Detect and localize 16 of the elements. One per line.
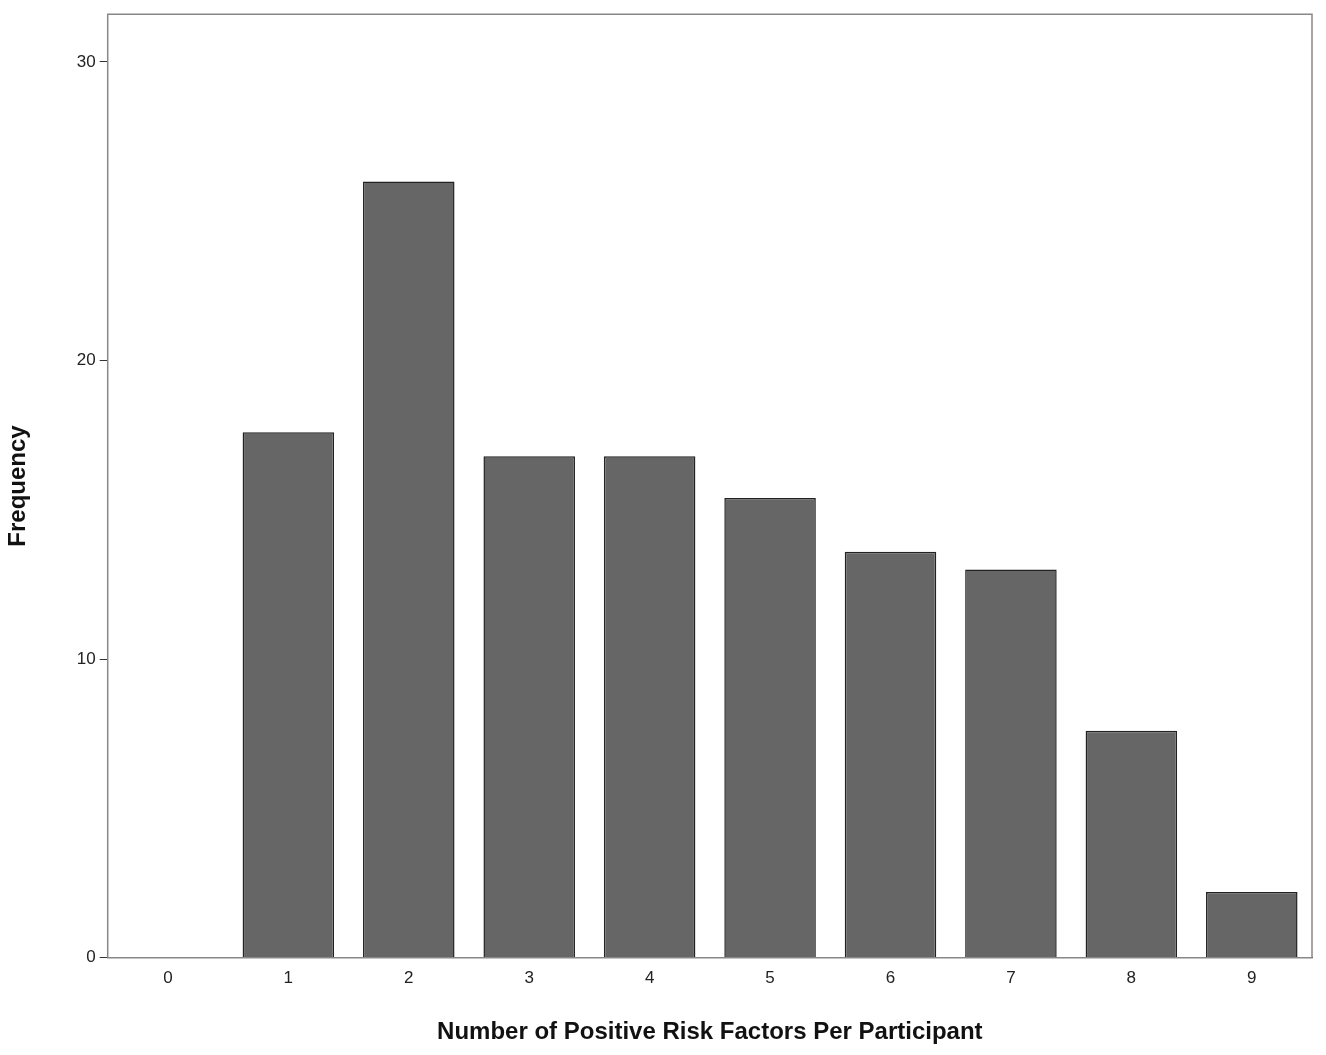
x-tick-label: 6 bbox=[885, 967, 896, 987]
x-tick-label: 9 bbox=[1247, 967, 1257, 987]
y-axis-title: Frequency bbox=[3, 424, 31, 547]
x-tick-label: 8 bbox=[1126, 967, 1137, 987]
x-tick-label: 5 bbox=[765, 967, 775, 987]
x-tick-label: 1 bbox=[283, 967, 294, 987]
x-axis-title: Number of Positive Risk Factors Per Participant bbox=[437, 1017, 983, 1045]
x-tick-label: 2 bbox=[404, 967, 414, 987]
x-tick-label: 7 bbox=[1006, 967, 1016, 987]
y-tick-label: 20 bbox=[76, 350, 96, 370]
x-tick-label: 4 bbox=[644, 967, 655, 987]
x-tick-label: 0 bbox=[163, 967, 173, 987]
y-tick-label: 10 bbox=[76, 648, 96, 668]
y-tick-label: 30 bbox=[76, 51, 96, 71]
x-tick-label: 3 bbox=[524, 967, 534, 987]
y-tick-label: 0 bbox=[86, 947, 96, 967]
